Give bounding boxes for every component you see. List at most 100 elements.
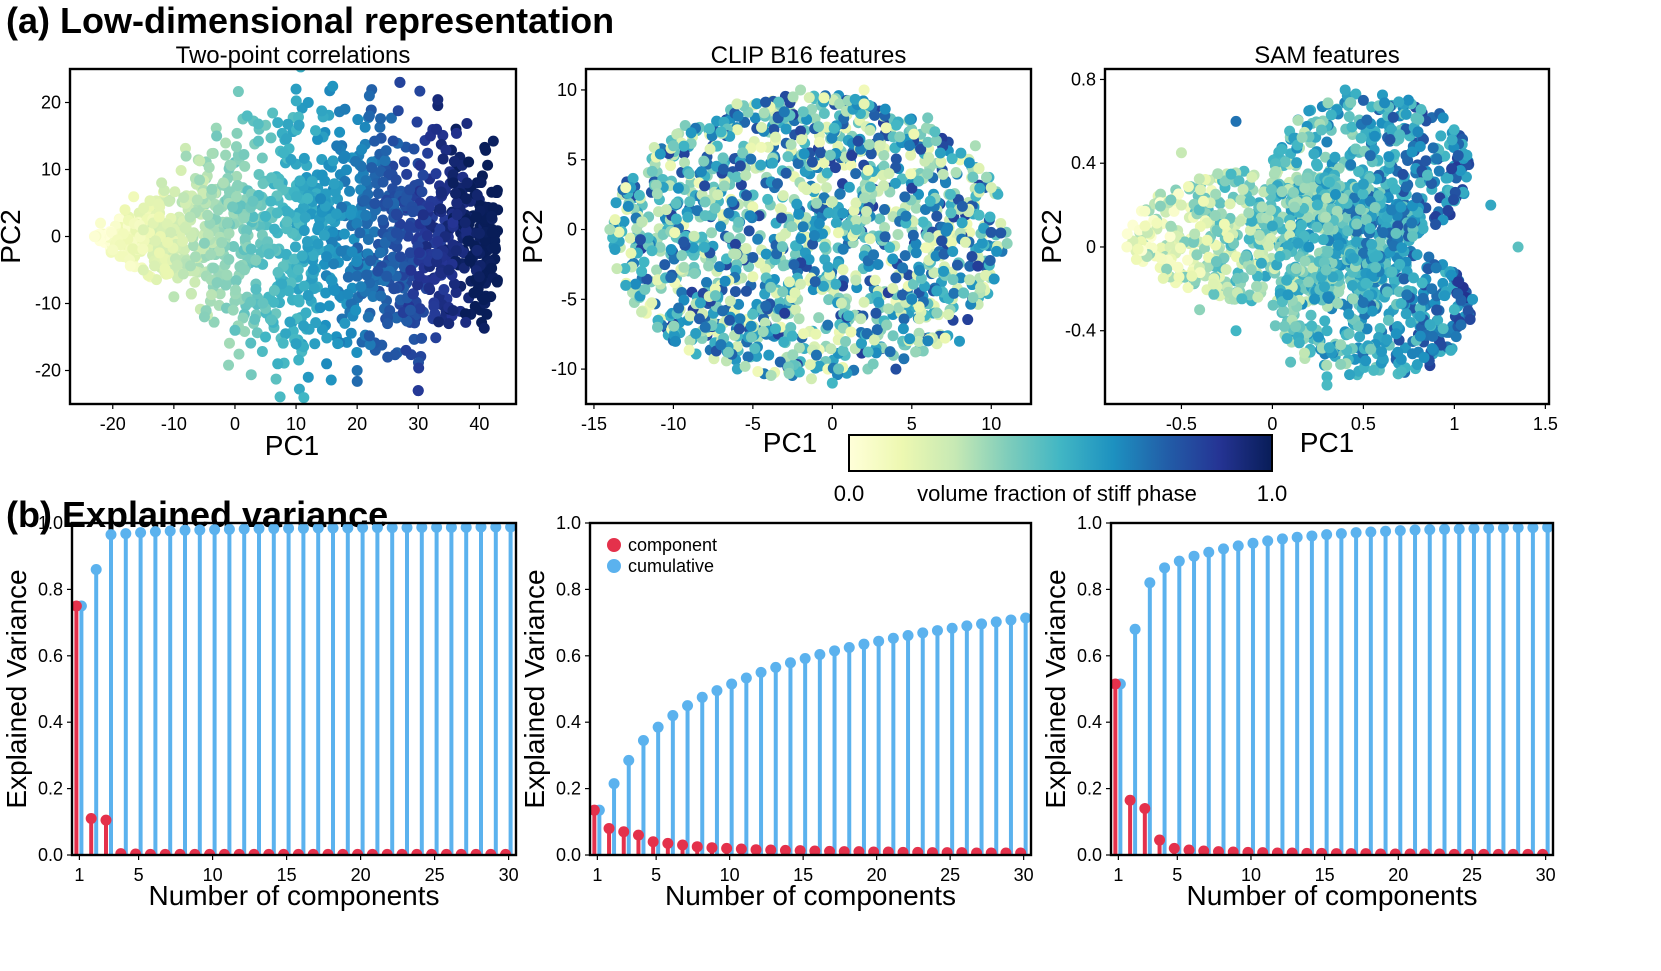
scatter-point (678, 140, 690, 152)
scatter-point (765, 369, 777, 381)
scatter-point (1298, 347, 1310, 359)
component-marker (590, 804, 600, 816)
component-marker (838, 846, 850, 855)
y-tick-label: 0.0 (38, 845, 63, 865)
scatter-point (153, 247, 165, 259)
scatter-point (403, 220, 415, 232)
scatter-point (463, 156, 475, 168)
scatter-point (390, 174, 402, 186)
scatter-point (448, 155, 460, 167)
scatter-point (829, 162, 841, 174)
x-tick-label: 1 (1449, 414, 1459, 434)
scatter-point (796, 134, 808, 146)
scatter-point (1386, 204, 1398, 216)
cumulative-marker (194, 524, 206, 536)
scatter-point (231, 191, 243, 203)
scatter-point (879, 222, 891, 234)
scatter-point (310, 125, 322, 137)
scatter-point (817, 280, 829, 292)
scatter-point (745, 153, 757, 165)
scatter-point (1414, 140, 1426, 152)
scatter-point (749, 112, 761, 124)
scatter-point (868, 334, 880, 346)
scatter-point (906, 293, 918, 305)
scatter-point (360, 209, 372, 221)
scatter-point (489, 241, 501, 253)
scatter-point (923, 231, 935, 243)
scatter-point (351, 256, 363, 268)
scatter-point (1279, 156, 1291, 168)
scatter-point (1406, 217, 1418, 229)
scatter-point (328, 258, 340, 270)
cumulative-marker (1159, 562, 1171, 574)
scatter-point (486, 186, 498, 198)
scatter-point (1321, 379, 1333, 391)
scatter-point (967, 171, 979, 183)
scatter-point (683, 344, 695, 356)
scatter-point (1121, 241, 1133, 253)
scatter-point (1430, 262, 1442, 274)
scatter-point (792, 157, 804, 169)
scatter-point (329, 284, 341, 296)
component-marker (130, 848, 142, 855)
scatter-point (763, 349, 775, 361)
component-marker (779, 844, 791, 855)
cumulative-marker (1276, 533, 1288, 545)
scatter-point (1293, 337, 1305, 349)
scatter-point (722, 346, 734, 358)
scatter-point (874, 213, 886, 225)
cumulative-marker (1005, 614, 1017, 626)
component-marker (632, 829, 644, 841)
scatter-point (1252, 291, 1264, 303)
scatter-point (1381, 286, 1393, 298)
scatter-point (743, 225, 755, 237)
scatter-point (1360, 277, 1372, 289)
scatter-point (223, 253, 235, 265)
scatter-point (671, 128, 683, 140)
scatter-point (1420, 155, 1432, 167)
scatter-point (931, 285, 943, 297)
scatter-point (387, 135, 399, 147)
scatter-point (929, 126, 941, 138)
scatter-point (668, 320, 680, 332)
scatter-point (1311, 199, 1323, 211)
y-tick-label: 0 (567, 220, 577, 240)
scatter-point (374, 247, 386, 259)
cumulative-marker (843, 642, 855, 653)
scatter-point (945, 207, 957, 219)
scatter-point (1394, 129, 1406, 141)
scatter-point (898, 313, 910, 325)
cumulative-marker (1483, 523, 1495, 534)
scatter-point (1299, 182, 1311, 194)
scatter-point (1208, 288, 1220, 300)
component-marker (115, 848, 127, 855)
component-marker (1448, 848, 1460, 855)
scatter-point (1164, 231, 1176, 243)
scatter-point (272, 266, 284, 278)
scatter-point (613, 226, 625, 238)
x-tick-label: -10 (660, 414, 686, 434)
scatter-point (858, 296, 870, 308)
x-tick-label: 10 (1241, 865, 1261, 885)
scatter-point (755, 141, 767, 153)
scatter-point (1222, 286, 1234, 298)
component-marker (1227, 846, 1239, 855)
scatter-point (321, 358, 333, 370)
scatter-point (153, 211, 165, 223)
scatter-point (823, 294, 835, 306)
scatter-point (377, 214, 389, 226)
scatter-point (1210, 256, 1222, 268)
scatter-point (1335, 339, 1347, 351)
scatter-point (206, 289, 218, 301)
scatter-point (360, 269, 372, 281)
component-marker (897, 846, 909, 855)
cumulative-marker (1424, 524, 1436, 536)
scatter-point (137, 243, 149, 255)
scatter-point (293, 119, 305, 131)
scatter-point (480, 144, 492, 156)
scatter-point (342, 271, 354, 283)
x-tick-label: 20 (1388, 865, 1408, 885)
